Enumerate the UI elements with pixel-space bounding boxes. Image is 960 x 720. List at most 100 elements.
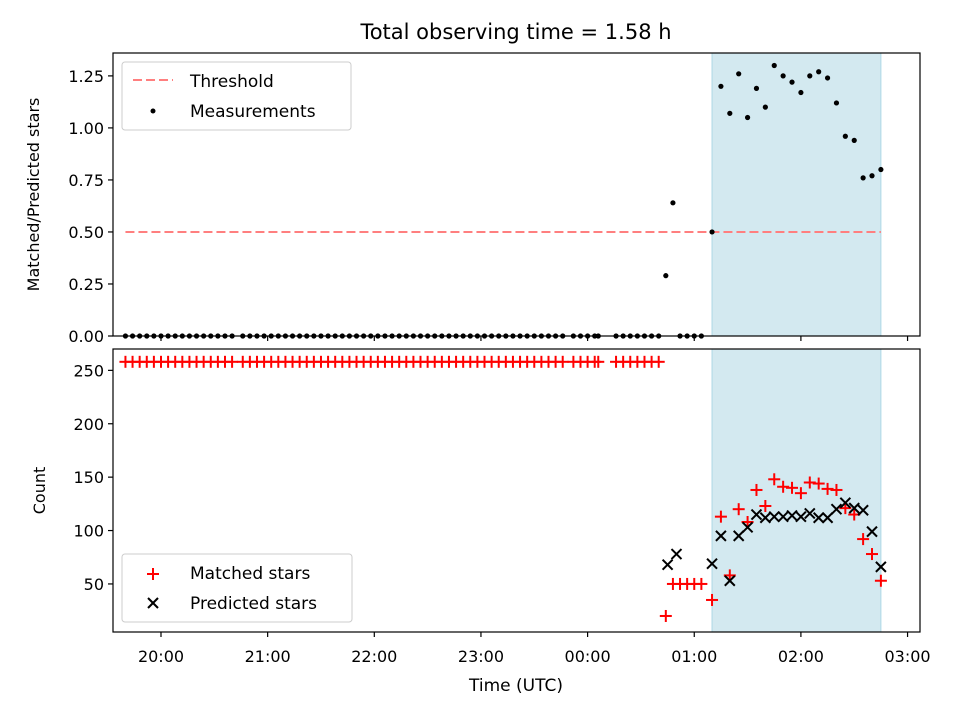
legend-measurements-label: Measurements xyxy=(190,102,316,122)
matched-stars-points xyxy=(119,355,887,622)
predicted-star-point xyxy=(768,510,780,523)
matched-star-point xyxy=(652,355,665,368)
legend-measurements-swatch xyxy=(150,108,156,114)
measurement-point xyxy=(762,104,768,110)
predicted-star-point xyxy=(830,503,843,515)
x-tick-label: 22:00 xyxy=(351,647,397,666)
predicted-star-point xyxy=(866,525,878,538)
measurement-point xyxy=(771,62,777,69)
bottom-legend-box xyxy=(121,553,353,623)
legend-predicted-label: Predicted stars xyxy=(190,594,317,614)
x-tick-label: 02:00 xyxy=(778,647,824,666)
x-tick-label: 21:00 xyxy=(245,647,291,666)
predicted-star-point xyxy=(732,530,745,542)
predicted-stars-points xyxy=(661,497,887,587)
legend-threshold-label: Threshold xyxy=(189,72,274,92)
x-tick-label: 03:00 xyxy=(885,647,931,666)
top-axes-frame xyxy=(112,52,921,337)
measurement-point xyxy=(824,75,831,81)
y-tick-label: 250 xyxy=(73,361,104,380)
matched-star-point xyxy=(794,487,807,500)
predicted-star-point xyxy=(661,559,674,571)
predicted-star-point xyxy=(741,521,754,534)
observing-window-bottom xyxy=(711,348,882,633)
matched-star-point xyxy=(706,593,719,606)
predicted-star-point xyxy=(706,557,718,570)
y-tick-label: 0.25 xyxy=(68,275,104,294)
measurement-point xyxy=(816,69,822,75)
chart-title: Total observing time = 1.58 h xyxy=(359,20,671,44)
matched-star-point xyxy=(821,482,834,495)
measurement-point xyxy=(727,110,733,116)
measurement-point xyxy=(807,73,813,79)
predicted-star-point xyxy=(795,510,807,523)
measurement-point xyxy=(718,83,724,89)
measurement-point xyxy=(851,137,857,143)
bottom-x-ticks: 20:00 21:00 22:00 23:00 00:00 01:00 02:00 03:00 xyxy=(138,632,931,666)
matched-star-point xyxy=(768,473,781,486)
predicted-star-point xyxy=(715,530,727,542)
y-tick-label: 200 xyxy=(73,415,104,434)
y-tick-label: 0.75 xyxy=(68,171,104,190)
x-tick-label: 01:00 xyxy=(671,647,717,666)
matched-star-point xyxy=(786,481,799,494)
top-y-ticks: 0.00 0.25 0.50 0.75 1.00 1.25 xyxy=(68,67,113,346)
measurement-point xyxy=(780,73,786,79)
y-tick-label: 50 xyxy=(84,575,104,594)
observing-window-top xyxy=(711,52,882,337)
y-tick-label: 150 xyxy=(73,468,104,487)
y-tick-label: 100 xyxy=(73,522,104,541)
matched-star-point xyxy=(830,483,843,496)
matched-star-point xyxy=(659,609,672,622)
x-tick-label: 23:00 xyxy=(458,647,504,666)
legend-matched-label: Matched stars xyxy=(190,564,310,584)
bottom-axes-frame xyxy=(112,348,921,633)
matched-star-point xyxy=(556,355,569,368)
legend-matched-swatch xyxy=(147,568,159,580)
matched-star-point xyxy=(592,355,605,368)
measurement-point xyxy=(663,273,669,279)
matched-star-point xyxy=(732,503,745,516)
y-tick-label: 1.25 xyxy=(68,67,104,86)
y-tick-label: 0.00 xyxy=(68,327,104,346)
bottom-y-axis-label: Count xyxy=(30,467,49,515)
measurement-point xyxy=(842,133,848,139)
x-tick-label: 00:00 xyxy=(565,647,611,666)
matched-star-point xyxy=(695,577,708,590)
measurement-point xyxy=(709,229,715,235)
top-legend-box xyxy=(121,61,352,131)
matched-star-point xyxy=(759,499,772,512)
measurement-point xyxy=(744,114,751,121)
top-y-axis-label: Matched/Predicted stars xyxy=(24,98,43,292)
matched-star-point xyxy=(750,483,763,496)
matched-star-point xyxy=(874,574,887,587)
measurement-point xyxy=(878,166,884,173)
measurement-point xyxy=(736,71,742,77)
legend-predicted-swatch xyxy=(147,597,159,609)
y-tick-label: 1.00 xyxy=(68,119,104,138)
matched-star-point xyxy=(714,510,727,523)
measurement-point xyxy=(670,200,676,206)
measurement-point xyxy=(869,173,875,179)
predicted-star-point xyxy=(875,561,887,573)
predicted-star-point xyxy=(857,504,869,516)
x-axis-label: Time (UTC) xyxy=(468,676,563,696)
bottom-legend: Matched stars Predicted stars xyxy=(121,553,353,623)
measurement-point xyxy=(833,100,840,106)
top-panel: 0.00 0.25 0.50 0.75 1.00 1.25 Matched/Predict… xyxy=(24,52,921,346)
predicted-star-point xyxy=(839,497,852,509)
matched-star-point xyxy=(226,355,239,368)
top-legend: Threshold Measurements xyxy=(121,61,352,131)
predicted-star-point xyxy=(812,512,825,524)
matched-star-point xyxy=(866,548,879,561)
measurement-points xyxy=(122,62,884,339)
x-tick-label: 20:00 xyxy=(138,647,184,666)
predicted-star-point xyxy=(750,508,763,521)
measurement-point xyxy=(789,79,795,85)
matched-star-point xyxy=(812,477,825,490)
measurement-point xyxy=(860,175,866,181)
bottom-y-ticks: 50 100 150 200 250 xyxy=(73,361,113,594)
predicted-star-point xyxy=(724,575,736,587)
predicted-star-point xyxy=(804,507,816,520)
